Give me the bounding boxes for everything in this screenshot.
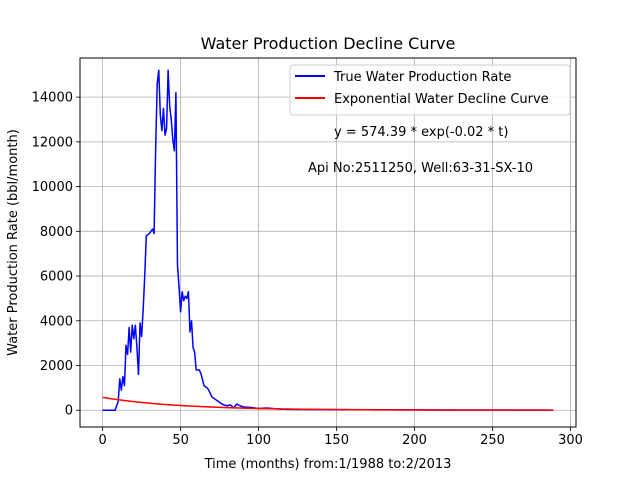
legend-box (289, 64, 571, 116)
y-tick-label: 6000 (40, 270, 73, 285)
legend-label-true-rate: True Water Production Rate (333, 70, 511, 85)
y-tick-label: 4000 (40, 314, 73, 329)
x-tick-label: 150 (324, 433, 349, 448)
y-tick-label: 0 (65, 404, 73, 419)
plot-frame (79, 57, 577, 428)
x-tick-label: 250 (480, 433, 505, 448)
y-tick-label: 8000 (40, 225, 73, 240)
legend: True Water Production Rate Exponential W… (289, 64, 571, 116)
series-line-true-water-production-rate (102, 69, 554, 411)
equation-annotation: y = 574.39 * exp(-0.02 * t) (334, 125, 508, 140)
x-axis-label: Time (months) from:1/1988 to:2/2013 (204, 457, 452, 472)
y-tick-label: 10000 (32, 180, 73, 195)
x-tick-label: 100 (246, 433, 271, 448)
x-tick-label: 50 (172, 433, 189, 448)
x-tick-label: 200 (402, 433, 427, 448)
x-tick-label: 0 (98, 433, 106, 448)
y-tick-label: 14000 (32, 91, 73, 106)
y-tick-label: 12000 (32, 135, 73, 150)
well-annotation: Api No:2511250, Well:63-31-SX-10 (308, 161, 533, 176)
series-layer (102, 69, 554, 411)
x-tick-label: 300 (558, 433, 583, 448)
legend-label-exp-curve: Exponential Water Decline Curve (334, 92, 549, 107)
y-axis-label: Water Production Rate (bbl/month) (6, 129, 21, 356)
y-tick-label: 2000 (40, 359, 73, 374)
tick-layer: 0 50 100 150 200 250 300 0 2000 4000 6000 8000 10000… (32, 91, 583, 448)
chart-title: Water Production Decline Curve (201, 34, 456, 53)
series-line-exponential-water-decline-curve (102, 396, 554, 411)
